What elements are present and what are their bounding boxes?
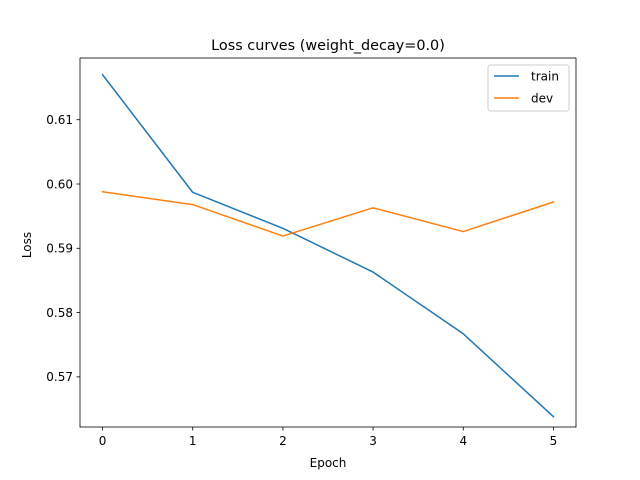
plot-area: [79, 57, 577, 428]
y-tick-label: 0.59: [46, 242, 73, 256]
x-tick-label: 3: [369, 434, 377, 448]
y-tick-label: 0.60: [46, 177, 73, 191]
series-line-train: [101, 73, 555, 418]
x-axis-label: Epoch: [310, 456, 347, 470]
y-tick-label: 0.58: [46, 306, 73, 320]
legend: train dev: [487, 64, 570, 112]
legend-label-dev: dev: [531, 91, 553, 105]
axis-ticks: 0 1 2 3 4 5 0.57 0.58 0.59 0.60 0.61: [46, 113, 557, 448]
x-tick-label: 0: [99, 434, 107, 448]
x-tick-label: 2: [279, 434, 287, 448]
y-tick-label: 0.57: [46, 370, 73, 384]
y-axis-label: Loss: [20, 232, 34, 258]
plot-frame: [79, 57, 577, 428]
y-tick-label: 0.61: [46, 113, 73, 127]
legend-label-train: train: [531, 69, 559, 83]
x-tick-label: 1: [189, 434, 197, 448]
x-tick-label: 5: [550, 434, 558, 448]
chart-title: Loss curves (weight_decay=0.0): [211, 38, 445, 54]
series-line-dev: [101, 190, 555, 237]
x-tick-label: 4: [459, 434, 467, 448]
